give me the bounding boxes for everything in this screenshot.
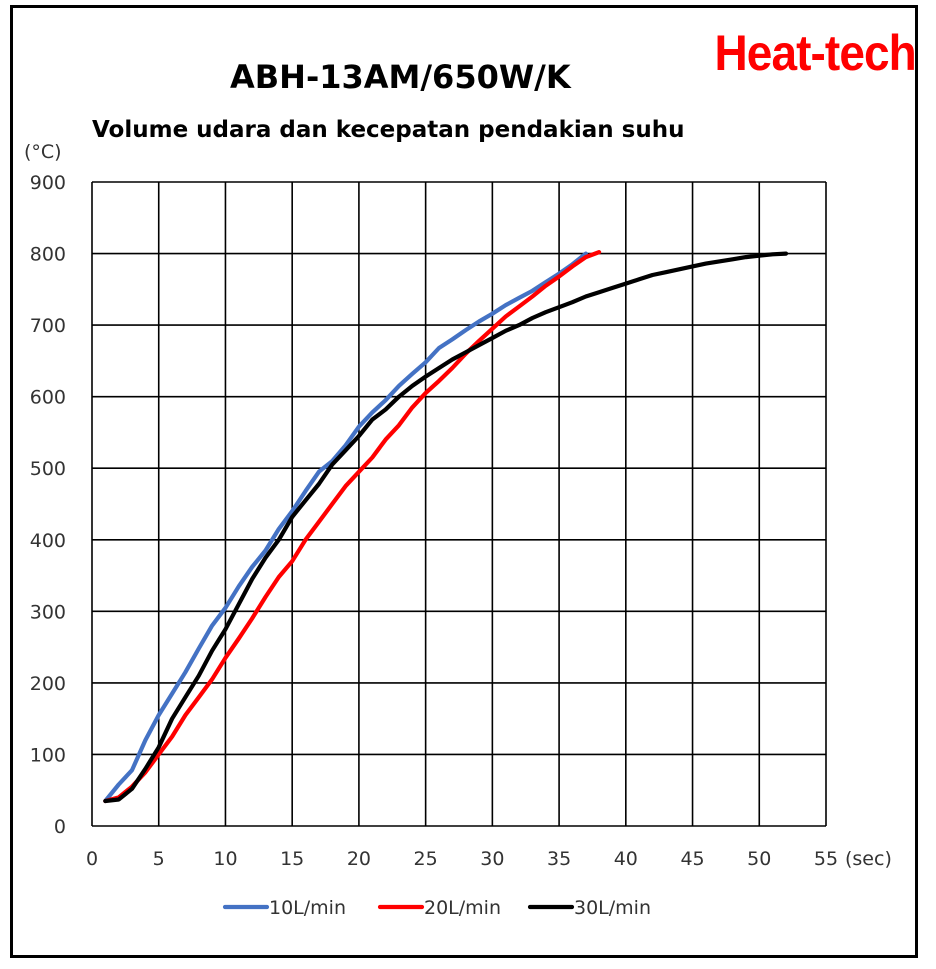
x-tick-label: 35 [547, 848, 571, 870]
x-tick-label: 20 [347, 848, 371, 870]
x-tick-label: 55 [814, 848, 838, 870]
legend-label: 10L/min [269, 897, 346, 919]
x-tick-label: 15 [280, 848, 304, 870]
x-tick-label: 45 [680, 848, 704, 870]
chart-legend: 10L/min 20L/min 30L/min [222, 897, 651, 919]
chart-subtitle: Volume udara dan kecepatan pendakian suh… [92, 117, 685, 143]
chart-title: ABH-13AM/650W/K [230, 58, 571, 96]
y-tick-label: 700 [30, 315, 66, 337]
x-tick-label: 40 [614, 848, 638, 870]
y-axis-unit: (°C) [24, 141, 62, 163]
y-tick-label: 100 [30, 744, 66, 766]
y-tick-label: 400 [30, 530, 66, 552]
y-axis-ticks: 0 100 200 300 400 500 600 700 800 900 [30, 172, 66, 838]
legend-label: 30L/min [574, 897, 651, 919]
y-tick-label: 300 [30, 601, 66, 623]
x-axis-unit: (sec) [845, 848, 892, 870]
y-tick-label: 0 [54, 816, 66, 838]
y-tick-label: 600 [30, 387, 66, 409]
x-axis-ticks: 0 5 10 15 20 25 30 35 40 45 50 55 [86, 848, 838, 870]
x-tick-label: 10 [213, 848, 237, 870]
x-tick-label: 0 [86, 848, 98, 870]
y-tick-label: 500 [30, 458, 66, 480]
y-tick-label: 800 [30, 244, 66, 266]
x-tick-label: 30 [480, 848, 504, 870]
series-line-0 [103, 251, 588, 804]
x-tick-label: 5 [153, 848, 165, 870]
chart-series [103, 250, 789, 804]
series-line-1 [103, 250, 602, 804]
chart-grid [91, 181, 827, 827]
series-line-2 [103, 251, 789, 804]
x-tick-label: 25 [414, 848, 438, 870]
x-tick-label: 50 [747, 848, 771, 870]
y-tick-label: 200 [30, 673, 66, 695]
brand-logo: Heat-tech [714, 25, 917, 81]
legend-label: 20L/min [424, 897, 501, 919]
chart-frame [10, 5, 918, 958]
y-tick-label: 900 [30, 172, 66, 194]
